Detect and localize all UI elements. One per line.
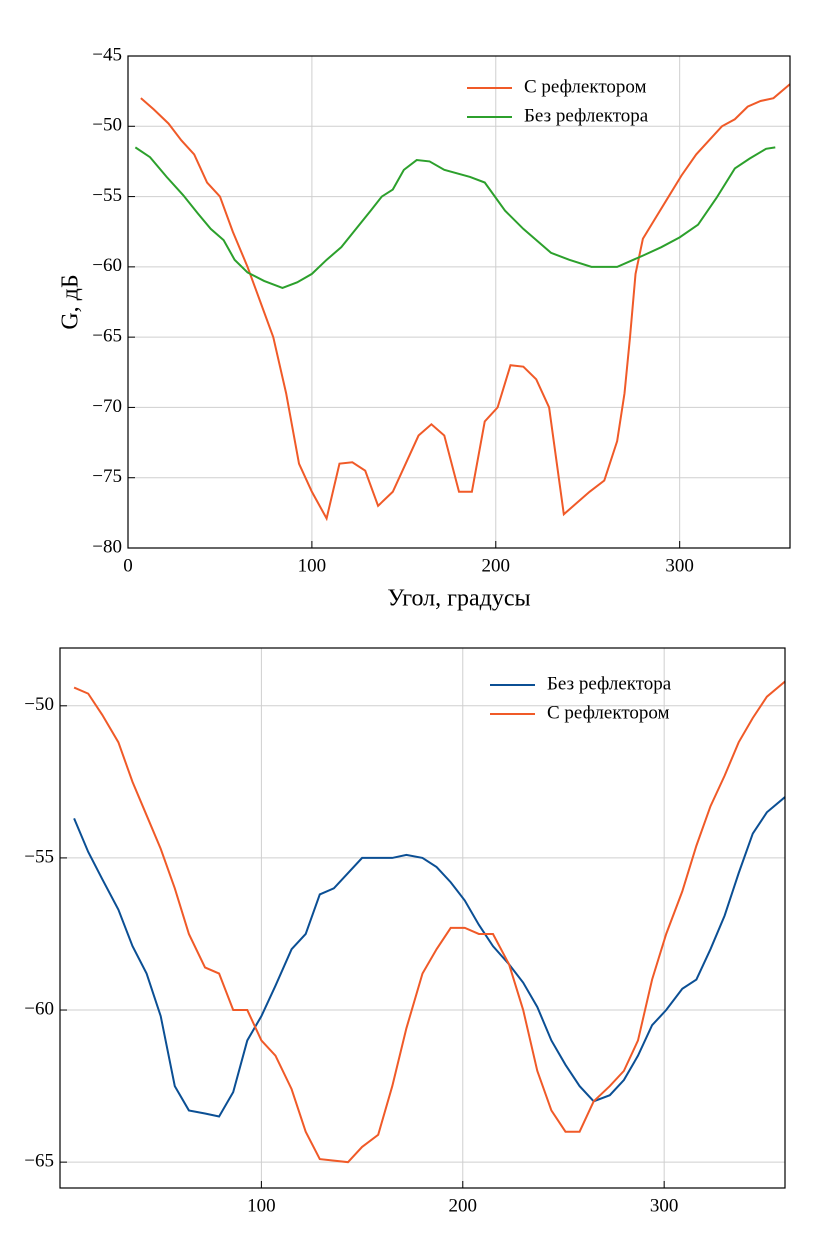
- plot-frame: [59, 647, 786, 1189]
- y-tick-label: −50: [24, 694, 54, 715]
- legend-label: Без рефлектора: [547, 673, 672, 694]
- x-tick-label: 200: [449, 1195, 478, 1216]
- y-tick-label: −65: [24, 1151, 54, 1172]
- legend-label: С рефлектором: [524, 76, 647, 97]
- data-line: [73, 680, 786, 1164]
- x-tick-label: 0: [123, 555, 133, 576]
- x-tick-label: 300: [650, 1195, 679, 1216]
- y-tick-label: −70: [92, 396, 122, 417]
- plot-frame: [127, 55, 791, 549]
- x-tick-label: 100: [298, 555, 327, 576]
- data-line: [140, 83, 791, 522]
- legend-label: Без рефлектора: [524, 105, 649, 126]
- x-tick-label: 200: [482, 555, 511, 576]
- y-tick-label: −80: [92, 536, 122, 557]
- data-line: [134, 146, 776, 290]
- y-tick-label: −75: [92, 466, 122, 487]
- y-tick-label: −60: [24, 998, 54, 1019]
- y-axis-label: G, дБ: [58, 274, 84, 329]
- y-tick-label: −55: [92, 185, 122, 206]
- x-tick-label: 100: [247, 1195, 276, 1216]
- x-tick-label: 300: [665, 555, 694, 576]
- y-tick-label: −55: [24, 846, 54, 867]
- chart: 0 100 200 300 −45 −50 −55 −60 −65 −70 −75 −80 Угол, …: [58, 44, 791, 612]
- y-tick-label: −45: [92, 44, 122, 65]
- y-tick-label: −50: [92, 115, 122, 136]
- data-line: [73, 796, 786, 1118]
- y-tick-label: −65: [92, 326, 122, 347]
- y-tick-label: −60: [92, 255, 122, 276]
- chart: 100 200 300 −50 −55 −60 −65 Без рефлектора С реф…: [24, 647, 786, 1216]
- legend-label: С рефлектором: [547, 702, 670, 723]
- x-axis-label: Угол, градусы: [387, 586, 530, 612]
